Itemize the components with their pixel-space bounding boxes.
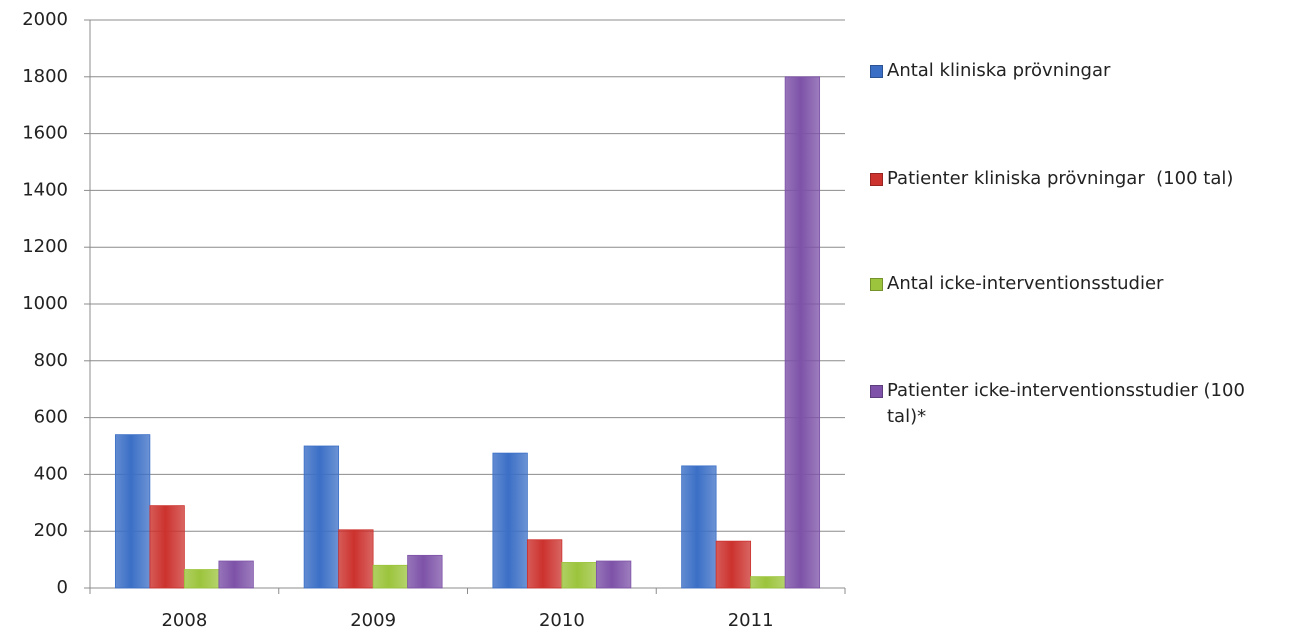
- bar: [338, 529, 374, 589]
- bar: [595, 560, 632, 589]
- y-tick-label: 200: [34, 520, 68, 541]
- y-tick-label: 800: [34, 350, 68, 371]
- bar: [526, 539, 563, 589]
- y-tick-label: 600: [34, 407, 68, 428]
- y-tick-label: 1400: [22, 179, 68, 200]
- bar: [114, 434, 151, 589]
- legend-swatch: [870, 65, 883, 78]
- bar: [218, 560, 254, 589]
- bar: [407, 554, 443, 589]
- legend-swatch: [870, 385, 883, 398]
- bar: [492, 452, 528, 589]
- bar: [149, 505, 185, 589]
- y-tick-label: 1000: [22, 293, 68, 314]
- y-tick-label: 400: [34, 463, 68, 484]
- legend-item: Antal kliniska prövningar: [870, 58, 1110, 84]
- legend-label: Patienter kliniska prövningar (100 tal): [887, 168, 1234, 189]
- legend-item: Patienter kliniska prövningar (100 tal): [870, 166, 1233, 192]
- bar: [784, 76, 821, 589]
- legend-label: Antal kliniska prövningar: [887, 60, 1111, 81]
- y-tick-label: 1200: [22, 236, 68, 257]
- legend-label: Patienter icke-interventionsstudier (100…: [887, 380, 1251, 427]
- legend-item: Antal icke-interventionsstudier: [870, 271, 1163, 297]
- legend-label: Antal icke-interventionsstudier: [887, 273, 1164, 294]
- y-tick-label: 0: [57, 577, 68, 598]
- y-tick-label: 1600: [22, 123, 68, 144]
- bar: [715, 540, 752, 589]
- bar: [183, 569, 220, 589]
- legend-item: Patienter icke-interventionsstudier (100…: [870, 378, 1287, 430]
- bar: [372, 564, 409, 589]
- y-tick-label: 1800: [22, 66, 68, 87]
- y-tick-label: 2000: [22, 9, 68, 30]
- bar: [750, 576, 786, 589]
- bar: [303, 445, 340, 589]
- x-tick-label: 2009: [350, 610, 396, 631]
- x-tick-label: 2008: [161, 610, 207, 631]
- legend-swatch: [870, 278, 883, 291]
- legend-swatch: [870, 173, 883, 186]
- x-tick-label: 2011: [728, 610, 774, 631]
- bar: [561, 562, 597, 589]
- bar: [681, 465, 717, 589]
- x-tick-label: 2010: [539, 610, 585, 631]
